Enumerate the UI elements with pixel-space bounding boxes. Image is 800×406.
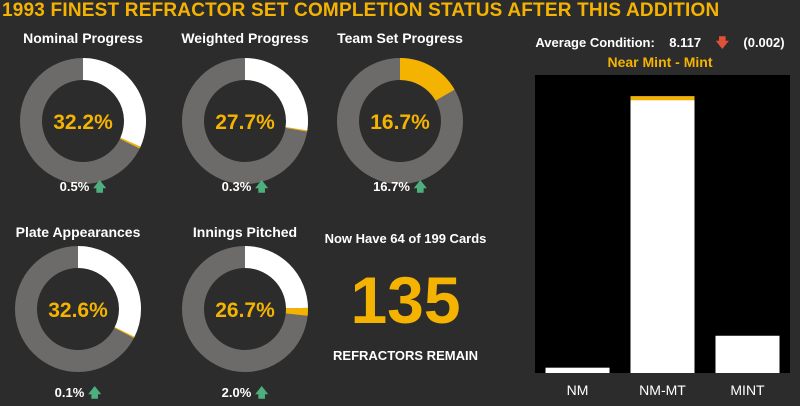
donut-label: Nominal Progress bbox=[8, 30, 158, 46]
cards-remaining-count: 135 bbox=[318, 260, 493, 340]
arrow-up-icon: 🡅 bbox=[255, 385, 268, 400]
donut-added-arc bbox=[130, 142, 131, 143]
donut-weighted: Weighted Progress 27.7% 0.3% 🡅 bbox=[170, 30, 320, 200]
condition-grade: Near Mint - Mint bbox=[520, 54, 800, 70]
donut-added-arc bbox=[400, 69, 445, 95]
page-title: 1993 FINEST REFRACTOR SET COMPLETION STA… bbox=[2, 0, 719, 22]
donut-label: Weighted Progress bbox=[170, 30, 320, 46]
x-tick-label: MINT bbox=[730, 382, 765, 398]
bar-nm-mt bbox=[631, 96, 695, 373]
condition-label: Average Condition: bbox=[535, 35, 654, 50]
arrow-up-icon: 🡅 bbox=[88, 385, 101, 400]
donut-nominal: Nominal Progress 32.2% 0.5% 🡅 bbox=[8, 30, 158, 200]
condition-value: 8.117 bbox=[669, 35, 701, 50]
donut-innings-pitched: Innings Pitched 26.7% 2.0% 🡅 bbox=[170, 224, 320, 400]
cards-owned-text: Now Have 64 of 199 Cards bbox=[318, 231, 493, 246]
donut-chart: 32.2% bbox=[8, 46, 158, 196]
x-tick-label: NM-MT bbox=[639, 382, 686, 398]
bar-mint bbox=[716, 336, 780, 373]
bar-added-nm-mt bbox=[631, 96, 695, 100]
delta-value: 0.1% bbox=[55, 385, 85, 400]
donut-chart: 16.7% bbox=[325, 46, 475, 196]
arrow-up-icon: 🡅 bbox=[255, 179, 268, 194]
donut-value: 32.2% bbox=[53, 111, 113, 134]
donut-delta: 2.0% 🡅 bbox=[170, 384, 320, 406]
donut-value: 32.6% bbox=[48, 299, 108, 322]
arrow-down-icon: 🡇 bbox=[716, 35, 729, 50]
delta-value: 2.0% bbox=[222, 385, 252, 400]
donut-chart: 32.6% bbox=[3, 234, 153, 384]
donut-plate-appearances: Plate Appearances 32.6% 0.1% 🡅 bbox=[3, 224, 153, 400]
donut-chart: 27.7% bbox=[170, 46, 320, 196]
donut-chart: 26.7% bbox=[170, 234, 320, 384]
x-tick-label: NM bbox=[567, 382, 589, 398]
donut-delta: 0.5% 🡅 bbox=[8, 178, 158, 200]
donut-value: 26.7% bbox=[215, 299, 275, 322]
condition-change: (0.002) bbox=[743, 35, 784, 50]
donut-delta: 0.3% 🡅 bbox=[170, 178, 320, 200]
donut-delta: 0.1% 🡅 bbox=[3, 384, 153, 406]
bar-nm bbox=[546, 368, 610, 373]
arrow-up-icon: 🡅 bbox=[414, 179, 427, 194]
arrow-up-icon: 🡅 bbox=[93, 179, 106, 194]
donut-delta: 16.7% 🡅 bbox=[325, 178, 475, 200]
condition-bar-chart: NM NM-MT MINT bbox=[535, 75, 790, 400]
delta-value: 16.7% bbox=[373, 179, 410, 194]
donut-value: 27.7% bbox=[215, 111, 275, 134]
average-condition: Average Condition: 8.117 🡇 (0.002) bbox=[520, 34, 800, 56]
delta-value: 0.3% bbox=[222, 179, 252, 194]
donut-team-set: Team Set Progress 16.7% 16.7% 🡅 bbox=[325, 30, 475, 200]
cards-remaining-label: REFRACTORS REMAIN bbox=[318, 348, 493, 363]
donut-value: 16.7% bbox=[370, 111, 430, 134]
delta-value: 0.5% bbox=[60, 179, 90, 194]
donut-label: Team Set Progress bbox=[325, 30, 475, 46]
